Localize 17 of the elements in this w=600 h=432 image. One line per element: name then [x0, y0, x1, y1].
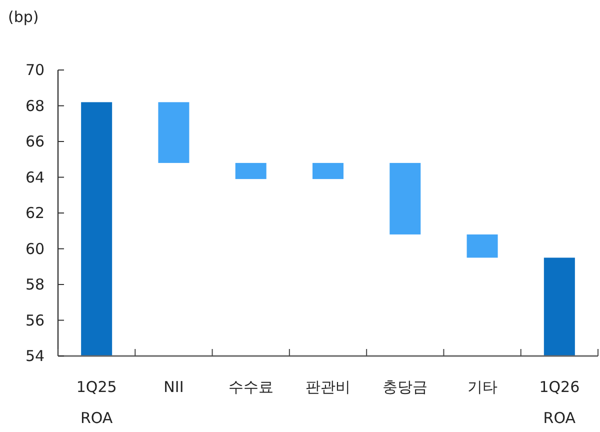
x-tick-label: 수수료	[228, 378, 274, 396]
x-tick-label: 판관비	[306, 378, 350, 396]
y-tick-label: 70	[25, 61, 45, 79]
x-tick-label: NII	[164, 378, 184, 396]
y-tick-label: 54	[25, 347, 45, 365]
y-tick-label: 64	[25, 168, 45, 186]
y-tick-label: 60	[25, 240, 45, 258]
y-axis-title: (bp)	[8, 8, 39, 26]
y-tick-label: 66	[25, 132, 45, 150]
y-tick-label: 62	[25, 204, 45, 222]
x-tick-label: 충당금	[382, 378, 428, 396]
y-tick-label: 68	[25, 96, 45, 115]
x-tick-label: 1Q25 ROA	[76, 378, 117, 427]
x-tick-label: 기타	[467, 378, 498, 396]
y-tick-label: 58	[25, 276, 45, 294]
y-tick-label: 56	[25, 311, 45, 330]
x-tick-label: 1Q26 ROA	[539, 378, 580, 427]
